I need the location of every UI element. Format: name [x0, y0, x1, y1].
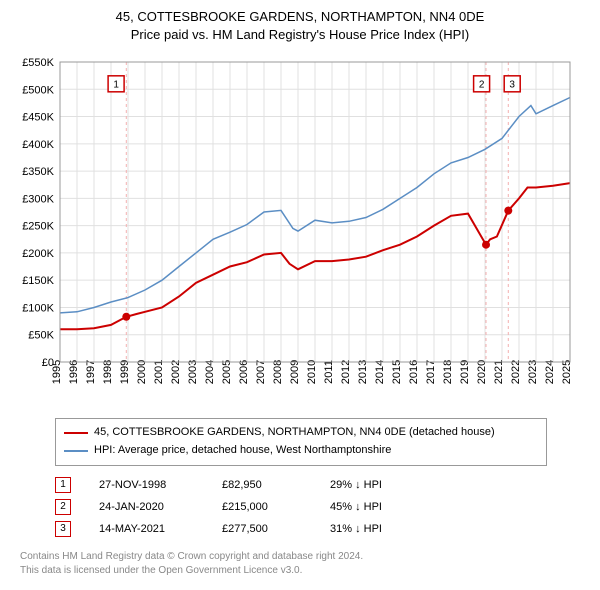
svg-text:2008: 2008 — [272, 360, 284, 384]
svg-text:1: 1 — [113, 80, 119, 91]
svg-text:£200K: £200K — [22, 248, 54, 260]
svg-text:1996: 1996 — [68, 360, 80, 384]
svg-text:1998: 1998 — [102, 360, 114, 384]
svg-text:£350K: £350K — [22, 166, 54, 178]
svg-text:2001: 2001 — [153, 360, 165, 384]
svg-text:2006: 2006 — [238, 360, 250, 384]
svg-text:2025: 2025 — [561, 360, 573, 384]
title-subtitle: Price paid vs. HM Land Registry's House … — [10, 26, 590, 44]
svg-text:2004: 2004 — [204, 360, 216, 384]
sales-row: 3 14-MAY-2021 £277,500 31% ↓ HPI — [55, 518, 590, 540]
svg-text:2017: 2017 — [425, 360, 437, 384]
chart-title: 45, COTTESBROOKE GARDENS, NORTHAMPTON, N… — [10, 8, 590, 44]
svg-text:£50K: £50K — [28, 330, 54, 342]
sales-badge: 2 — [55, 499, 71, 515]
svg-text:£400K: £400K — [22, 139, 54, 151]
legend-swatch — [64, 432, 88, 434]
svg-text:1997: 1997 — [85, 360, 97, 384]
svg-text:2010: 2010 — [306, 360, 318, 384]
sales-row: 1 27-NOV-1998 £82,950 29% ↓ HPI — [55, 474, 590, 496]
svg-text:1999: 1999 — [119, 360, 131, 384]
svg-text:2024: 2024 — [544, 360, 556, 384]
svg-text:£450K: £450K — [22, 112, 54, 124]
svg-text:2016: 2016 — [408, 360, 420, 384]
price-chart: £0£50K£100K£150K£200K£250K£300K£350K£400… — [10, 52, 590, 412]
svg-text:3: 3 — [509, 80, 515, 91]
svg-text:2000: 2000 — [136, 360, 148, 384]
svg-text:2022: 2022 — [510, 360, 522, 384]
svg-text:£500K: £500K — [22, 85, 54, 97]
svg-text:£550K: £550K — [22, 57, 54, 69]
svg-text:2021: 2021 — [493, 360, 505, 384]
svg-text:2: 2 — [479, 80, 485, 91]
svg-text:2018: 2018 — [442, 360, 454, 384]
svg-text:2020: 2020 — [476, 360, 488, 384]
sales-hpi: 29% ↓ HPI — [330, 474, 430, 496]
svg-text:2013: 2013 — [357, 360, 369, 384]
svg-text:2023: 2023 — [527, 360, 539, 384]
sales-table: 1 27-NOV-1998 £82,950 29% ↓ HPI 2 24-JAN-2020… — [55, 474, 590, 540]
sales-badge: 1 — [55, 477, 71, 493]
footer-line2: This data is licensed under the Open Gov… — [20, 564, 590, 578]
sales-price: £82,950 — [222, 474, 302, 496]
sales-price: £277,500 — [222, 518, 302, 540]
svg-text:2009: 2009 — [289, 360, 301, 384]
svg-text:2015: 2015 — [391, 360, 403, 384]
svg-text:2003: 2003 — [187, 360, 199, 384]
svg-text:2011: 2011 — [323, 361, 335, 385]
svg-text:£100K: £100K — [22, 303, 54, 315]
svg-text:2014: 2014 — [374, 360, 386, 384]
sales-price: £215,000 — [222, 496, 302, 518]
svg-text:2002: 2002 — [170, 360, 182, 384]
title-address: 45, COTTESBROOKE GARDENS, NORTHAMPTON, N… — [10, 8, 590, 26]
legend-swatch — [64, 450, 88, 452]
svg-text:£150K: £150K — [22, 276, 54, 288]
svg-text:£300K: £300K — [22, 194, 54, 206]
legend-row: 45, COTTESBROOKE GARDENS, NORTHAMPTON, N… — [64, 424, 538, 442]
svg-text:2012: 2012 — [340, 360, 352, 384]
svg-text:1995: 1995 — [51, 360, 63, 384]
svg-text:2007: 2007 — [255, 360, 267, 384]
sales-date: 24-JAN-2020 — [99, 496, 194, 518]
svg-text:2005: 2005 — [221, 360, 233, 384]
svg-text:2019: 2019 — [459, 360, 471, 384]
sales-date: 27-NOV-1998 — [99, 474, 194, 496]
sales-hpi: 45% ↓ HPI — [330, 496, 430, 518]
sales-badge: 3 — [55, 521, 71, 537]
legend: 45, COTTESBROOKE GARDENS, NORTHAMPTON, N… — [55, 418, 547, 465]
sales-row: 2 24-JAN-2020 £215,000 45% ↓ HPI — [55, 496, 590, 518]
legend-row: HPI: Average price, detached house, West… — [64, 442, 538, 460]
footer-attribution: Contains HM Land Registry data © Crown c… — [20, 550, 590, 578]
sales-hpi: 31% ↓ HPI — [330, 518, 430, 540]
svg-text:£250K: £250K — [22, 221, 54, 233]
sales-date: 14-MAY-2021 — [99, 518, 194, 540]
legend-label: 45, COTTESBROOKE GARDENS, NORTHAMPTON, N… — [94, 424, 495, 442]
legend-label: HPI: Average price, detached house, West… — [94, 442, 391, 460]
footer-line1: Contains HM Land Registry data © Crown c… — [20, 550, 590, 564]
